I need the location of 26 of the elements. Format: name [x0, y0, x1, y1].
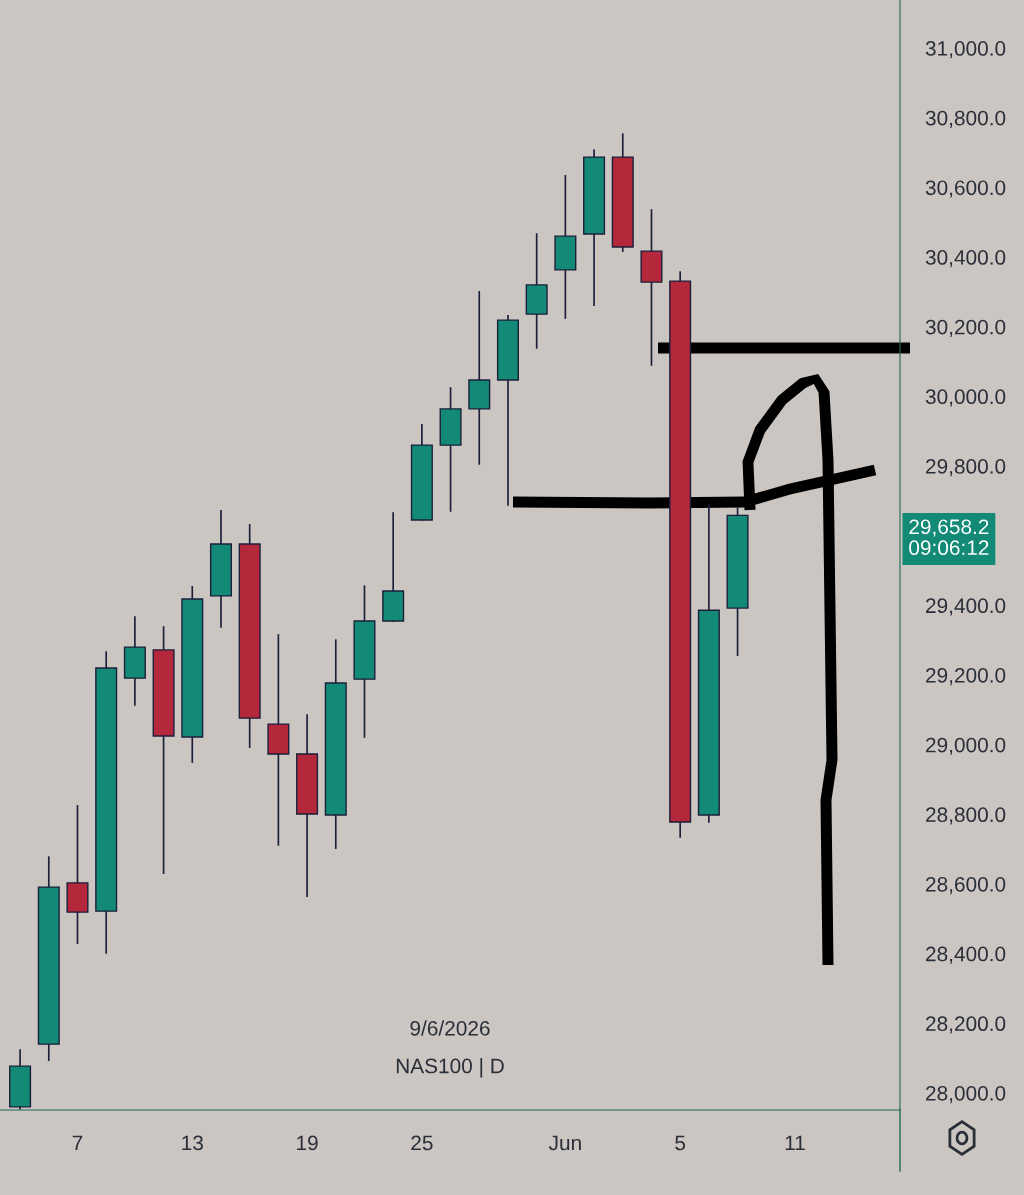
- text: 09:06:12: [909, 540, 989, 556]
- x-tick-label: 11: [785, 1135, 805, 1151]
- y-tick-label: 29,800.0: [926, 459, 1006, 477]
- y-tick-label: 30,600.0: [925, 180, 1006, 198]
- annotation: NAS100 | D: [396, 1058, 504, 1078]
- y-tick-label: 28,600.0: [926, 876, 1006, 895]
- y-tick-label: 30,400.0: [925, 250, 1006, 268]
- x-tick-label: 7: [72, 1135, 83, 1151]
- y-tick-label: 29,200.0: [926, 667, 1006, 686]
- y-tick-label: 29,000.0: [926, 737, 1006, 755]
- x-tick-label: 25: [411, 1135, 433, 1151]
- x-tick-label: 19: [297, 1135, 318, 1151]
- y-tick-label: 28,200.0: [926, 1016, 1006, 1034]
- annotation: 9/6/2026: [410, 1020, 490, 1036]
- x-tick-label: Jun: [548, 1135, 581, 1151]
- y-tick-label: 28,000.0: [926, 1085, 1006, 1104]
- text: 29,658.2: [909, 519, 989, 537]
- y-tick-label: 28,800.0: [926, 807, 1006, 825]
- y-tick-label: 28,400.0: [926, 946, 1006, 964]
- y-tick-label: 30,800.0: [925, 110, 1006, 128]
- x-tick-label: 13: [182, 1135, 203, 1151]
- y-tick-label: 30,000.0: [925, 389, 1006, 407]
- y-tick-label: 29,400.0: [926, 598, 1006, 616]
- x-tick-label: 5: [675, 1135, 686, 1151]
- y-tick-label: 31,000.0: [925, 41, 1006, 59]
- y-tick-label: 30,200.0: [925, 319, 1006, 337]
